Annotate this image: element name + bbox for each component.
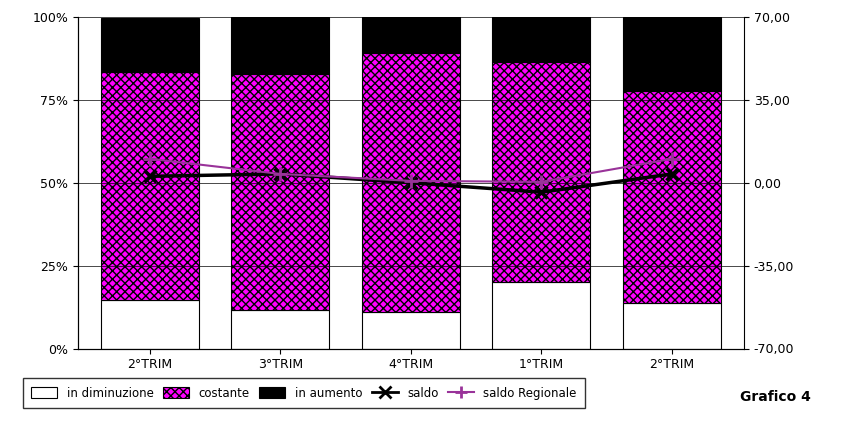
Text: Grafico 4: Grafico 4 bbox=[740, 391, 811, 404]
Bar bbox=[100, 72, 199, 300]
saldo bbox=[667, 171, 677, 176]
saldo bbox=[275, 171, 285, 176]
Bar bbox=[231, 310, 330, 348]
Bar bbox=[362, 53, 460, 312]
Bar bbox=[492, 62, 591, 282]
saldo Regionale bbox=[667, 156, 677, 162]
Bar bbox=[623, 17, 721, 91]
saldo Regionale bbox=[275, 171, 285, 176]
Bar bbox=[100, 18, 199, 72]
Line: saldo: saldo bbox=[144, 167, 678, 198]
Line: saldo Regionale: saldo Regionale bbox=[143, 152, 679, 189]
saldo bbox=[536, 190, 547, 195]
saldo Regionale bbox=[144, 156, 155, 162]
Legend: in diminuzione, costante, in aumento, saldo, saldo Regionale: in diminuzione, costante, in aumento, sa… bbox=[23, 378, 585, 408]
saldo Regionale bbox=[406, 178, 416, 184]
saldo Regionale bbox=[536, 179, 547, 184]
Bar bbox=[362, 312, 460, 348]
Bar bbox=[362, 17, 460, 53]
Bar bbox=[231, 17, 330, 74]
Bar bbox=[492, 17, 591, 62]
Bar bbox=[623, 91, 721, 303]
saldo bbox=[144, 174, 155, 179]
Bar bbox=[231, 74, 330, 310]
Bar bbox=[100, 300, 199, 348]
saldo bbox=[406, 180, 416, 185]
Bar bbox=[492, 282, 591, 348]
Bar bbox=[623, 303, 721, 348]
